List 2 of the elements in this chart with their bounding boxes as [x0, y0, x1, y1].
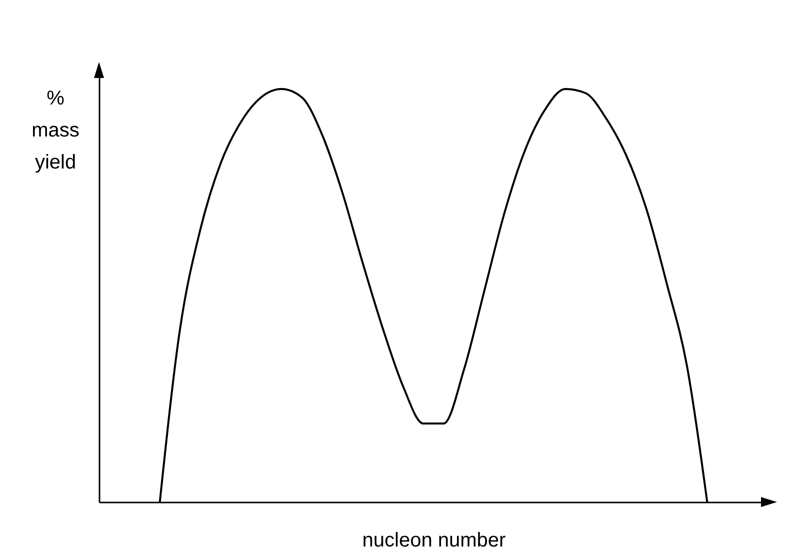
- y-axis-title: % mass yield: [32, 88, 80, 174]
- x-axis-title: nucleon number: [362, 530, 506, 552]
